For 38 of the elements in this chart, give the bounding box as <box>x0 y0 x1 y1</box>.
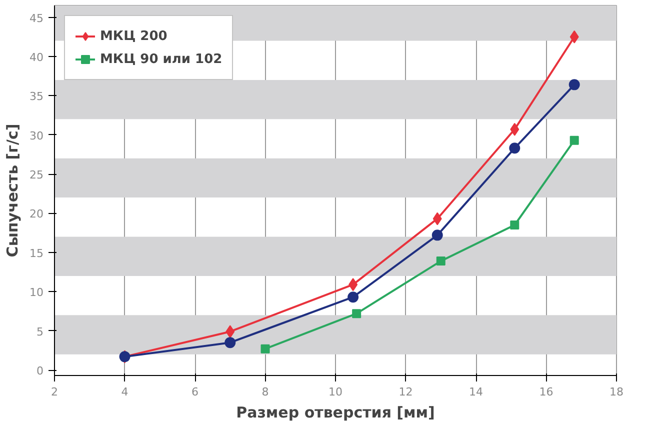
y-tick-label: 0 <box>36 364 44 378</box>
y-tick-label: 15 <box>30 246 44 260</box>
point <box>348 278 358 292</box>
y-tick-label: 25 <box>30 168 44 182</box>
point <box>570 136 579 145</box>
x-axis-title: Размер отверстия [мм] <box>236 404 435 422</box>
point <box>432 230 443 241</box>
point <box>348 292 359 303</box>
x-tick-label: 4 <box>121 386 128 398</box>
point <box>510 122 520 136</box>
y-tick-label: 20 <box>30 208 44 221</box>
point <box>510 220 520 230</box>
x-tick-label: 14 <box>469 386 483 398</box>
y-tick-label: 5 <box>36 325 44 338</box>
point <box>352 309 362 318</box>
legend-label: МКЦ 200 <box>100 28 168 44</box>
point <box>436 256 446 266</box>
x-tick-label: 10 <box>328 386 342 398</box>
y-tick-label: 30 <box>30 129 44 142</box>
point <box>226 325 235 338</box>
x-tick-label: 2 <box>51 386 58 398</box>
point <box>224 337 236 348</box>
point <box>432 212 442 226</box>
y-tick-label: 35 <box>30 90 44 104</box>
point <box>260 344 270 354</box>
x-tick-label: 8 <box>262 386 269 398</box>
y-tick-label: 45 <box>30 12 44 25</box>
y-tick-label: 10 <box>30 286 44 300</box>
x-tick-label: 6 <box>192 386 198 398</box>
x-tick-label: 16 <box>539 386 554 398</box>
x-tick-label: 18 <box>610 386 624 398</box>
point <box>509 142 520 154</box>
point <box>568 79 580 90</box>
y-axis-title: Сыпучесть [г/с] <box>4 124 22 258</box>
y-tick-label: 40 <box>30 50 44 64</box>
x-tick-label: 12 <box>398 386 413 398</box>
point <box>570 30 579 44</box>
legend-label: МКЦ 90 или 102 <box>100 52 222 66</box>
